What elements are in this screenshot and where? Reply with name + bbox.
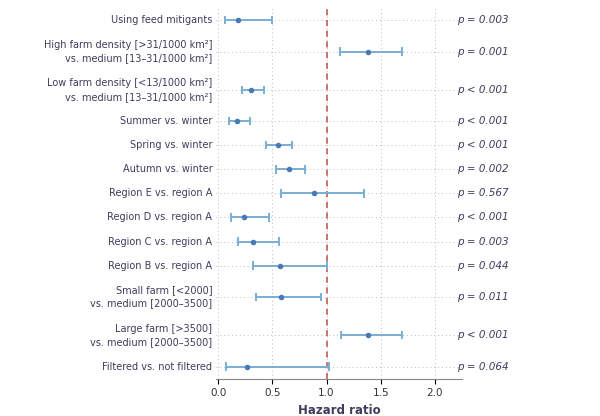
Text: Region C vs. region A: Region C vs. region A xyxy=(109,237,212,247)
Text: Large farm [>3500]
vs. medium [2000–3500]: Large farm [>3500] vs. medium [2000–3500… xyxy=(90,324,212,347)
Text: p = 0.002: p = 0.002 xyxy=(457,164,508,174)
Text: Spring vs. winter: Spring vs. winter xyxy=(130,140,212,150)
Text: p = 0.001: p = 0.001 xyxy=(457,47,508,57)
Text: Low farm density [<13/1000 km²]
vs. medium [13–31/1000 km²]: Low farm density [<13/1000 km²] vs. medi… xyxy=(47,79,212,102)
Text: High farm density [>31/1000 km²]
vs. medium [13–31/1000 km²]: High farm density [>31/1000 km²] vs. med… xyxy=(44,40,212,63)
Text: p < 0.001: p < 0.001 xyxy=(457,85,508,95)
Text: Small farm [<2000]
vs. medium [2000–3500]: Small farm [<2000] vs. medium [2000–3500… xyxy=(90,285,212,308)
Text: p = 0.011: p = 0.011 xyxy=(457,292,508,302)
Text: Using feed mitigants: Using feed mitigants xyxy=(111,15,212,25)
Text: p < 0.001: p < 0.001 xyxy=(457,213,508,223)
X-axis label: Hazard ratio: Hazard ratio xyxy=(298,404,380,416)
Text: Autumn vs. winter: Autumn vs. winter xyxy=(122,164,212,174)
Text: p < 0.001: p < 0.001 xyxy=(457,140,508,150)
Text: p = 0.567: p = 0.567 xyxy=(457,188,508,198)
Text: Filtered vs. not filtered: Filtered vs. not filtered xyxy=(103,362,212,371)
Text: p = 0.003: p = 0.003 xyxy=(457,237,508,247)
Text: Summer vs. winter: Summer vs. winter xyxy=(120,116,212,126)
Text: p = 0.003: p = 0.003 xyxy=(457,15,508,25)
Text: p = 0.044: p = 0.044 xyxy=(457,260,508,270)
Text: Region D vs. region A: Region D vs. region A xyxy=(107,213,212,223)
Text: Region B vs. region A: Region B vs. region A xyxy=(109,260,212,270)
Text: p < 0.001: p < 0.001 xyxy=(457,116,508,126)
Text: p < 0.001: p < 0.001 xyxy=(457,330,508,340)
Text: p = 0.064: p = 0.064 xyxy=(457,362,508,371)
Text: Region E vs. region A: Region E vs. region A xyxy=(109,188,212,198)
